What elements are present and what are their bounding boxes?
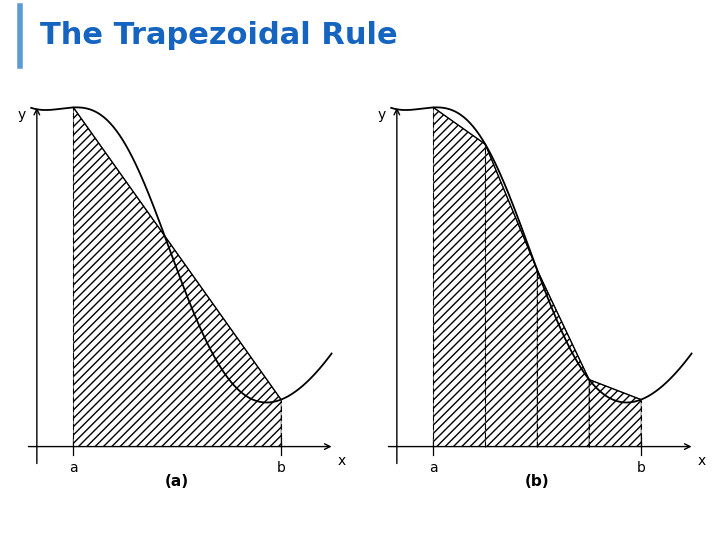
Text: x: x [337, 454, 346, 468]
Text: y: y [377, 108, 385, 122]
Text: x: x [697, 454, 706, 468]
Polygon shape [589, 380, 641, 447]
Polygon shape [433, 107, 485, 447]
Polygon shape [73, 107, 281, 447]
Text: MORGAN KAUFMANN: MORGAN KAUFMANN [1, 529, 53, 534]
Text: a: a [69, 461, 78, 475]
Text: (b): (b) [525, 474, 549, 489]
Text: y: y [17, 108, 25, 122]
Text: b: b [636, 461, 646, 475]
Text: MK: MK [12, 510, 42, 523]
Text: Copyright © 2010, Elsevier Inc. All rights Reserved: Copyright © 2010, Elsevier Inc. All righ… [210, 511, 510, 524]
Text: (a): (a) [165, 474, 189, 489]
Polygon shape [485, 144, 537, 447]
Text: 29: 29 [677, 510, 698, 525]
Polygon shape [537, 270, 589, 447]
Text: a: a [429, 461, 438, 475]
Text: b: b [276, 461, 286, 475]
Text: The Trapezoidal Rule: The Trapezoidal Rule [40, 22, 397, 50]
